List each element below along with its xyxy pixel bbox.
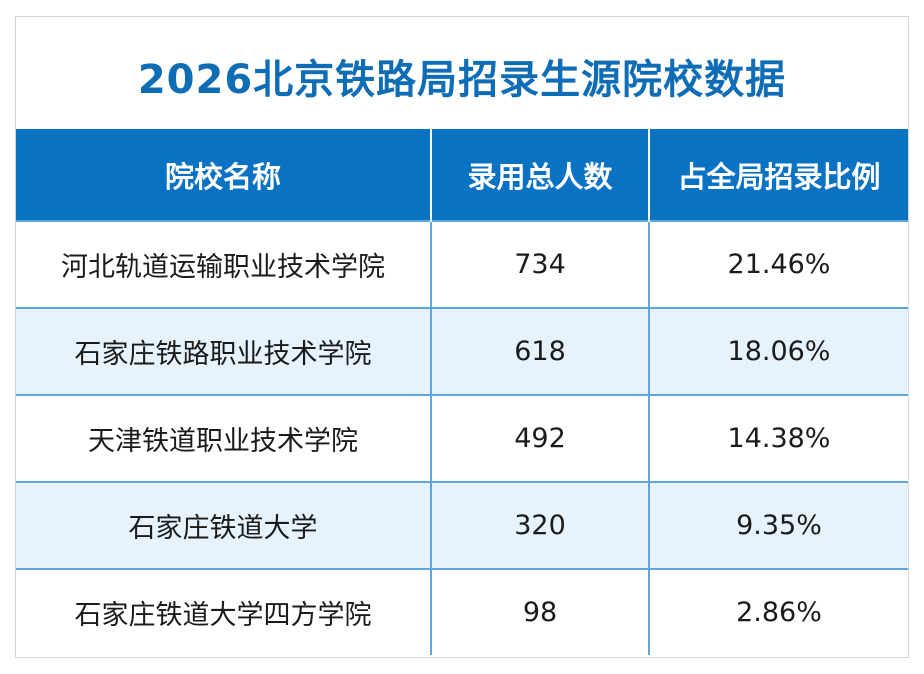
header-school-name: 院校名称 bbox=[16, 129, 432, 221]
page-title: 2026北京铁路局招录生源院校数据 bbox=[137, 57, 787, 103]
cell-ratio: 18.06% bbox=[649, 307, 908, 395]
cell-school: 河北轨道运输职业技术学院 bbox=[16, 220, 432, 308]
school-data-table: 院校名称 录用总人数 占全局招录比例 河北轨道运输职业技术学院 734 21.4… bbox=[16, 129, 908, 655]
cell-ratio: 9.35% bbox=[649, 481, 908, 569]
title-area: 2026北京铁路局招录生源院校数据 bbox=[16, 17, 908, 129]
cell-ratio: 21.46% bbox=[649, 220, 908, 308]
cell-count: 618 bbox=[431, 307, 650, 395]
cell-school: 石家庄铁道大学 bbox=[16, 481, 432, 569]
cell-school: 石家庄铁路职业技术学院 bbox=[16, 307, 432, 395]
header-row: 院校名称 录用总人数 占全局招录比例 bbox=[16, 129, 908, 221]
cell-school: 石家庄铁道大学四方学院 bbox=[16, 568, 432, 655]
table-body: 河北轨道运输职业技术学院 734 21.46% 石家庄铁路职业技术学院 618 … bbox=[16, 220, 908, 655]
table-row: 石家庄铁道大学 320 9.35% bbox=[16, 481, 908, 569]
table-row: 河北轨道运输职业技术学院 734 21.46% bbox=[16, 220, 908, 308]
header-total-hired: 录用总人数 bbox=[431, 129, 650, 221]
cell-ratio: 2.86% bbox=[649, 568, 908, 655]
cell-count: 98 bbox=[431, 568, 650, 655]
cell-count: 320 bbox=[431, 481, 650, 569]
header-ratio: 占全局招录比例 bbox=[649, 129, 908, 221]
cell-count: 492 bbox=[431, 394, 650, 482]
table-row: 石家庄铁道大学四方学院 98 2.86% bbox=[16, 568, 908, 655]
cell-count: 734 bbox=[431, 220, 650, 308]
data-card: 2026北京铁路局招录生源院校数据 院校名称 录用总人数 占全局招录比例 河北轨… bbox=[15, 16, 909, 658]
table-header: 院校名称 录用总人数 占全局招录比例 bbox=[16, 129, 908, 221]
table-row: 石家庄铁路职业技术学院 618 18.06% bbox=[16, 307, 908, 395]
table-row: 天津铁道职业技术学院 492 14.38% bbox=[16, 394, 908, 482]
cell-ratio: 14.38% bbox=[649, 394, 908, 482]
cell-school: 天津铁道职业技术学院 bbox=[16, 394, 432, 482]
